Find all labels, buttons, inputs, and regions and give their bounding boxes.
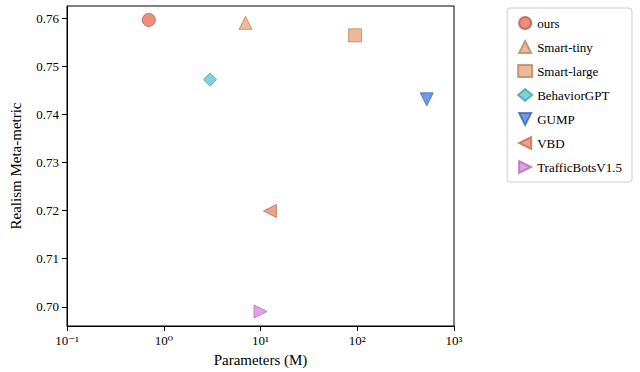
svg-text:Parameters (M): Parameters (M) xyxy=(214,352,308,369)
svg-text:GUMP: GUMP xyxy=(537,112,575,127)
svg-text:VBD: VBD xyxy=(537,136,564,151)
svg-text:0.72: 0.72 xyxy=(36,203,59,218)
svg-text:TrafficBotsV1.5: TrafficBotsV1.5 xyxy=(537,160,622,175)
svg-text:10³: 10³ xyxy=(446,333,463,348)
svg-text:Smart-tiny: Smart-tiny xyxy=(537,40,593,55)
svg-text:0.75: 0.75 xyxy=(36,59,59,74)
svg-text:10⁻¹: 10⁻¹ xyxy=(55,333,79,348)
svg-text:10²: 10² xyxy=(349,333,366,348)
svg-text:BehaviorGPT: BehaviorGPT xyxy=(537,88,609,103)
svg-text:0.76: 0.76 xyxy=(36,11,59,26)
svg-text:ours: ours xyxy=(537,16,559,31)
svg-text:Realism Meta-metric: Realism Meta-metric xyxy=(8,102,24,229)
svg-text:0.70: 0.70 xyxy=(36,299,59,314)
svg-text:0.74: 0.74 xyxy=(36,107,59,122)
svg-text:10⁰: 10⁰ xyxy=(155,333,173,348)
svg-text:0.71: 0.71 xyxy=(36,251,59,266)
svg-text:10¹: 10¹ xyxy=(252,333,269,348)
svg-text:0.73: 0.73 xyxy=(36,155,59,170)
svg-text:Smart-large: Smart-large xyxy=(537,64,598,79)
